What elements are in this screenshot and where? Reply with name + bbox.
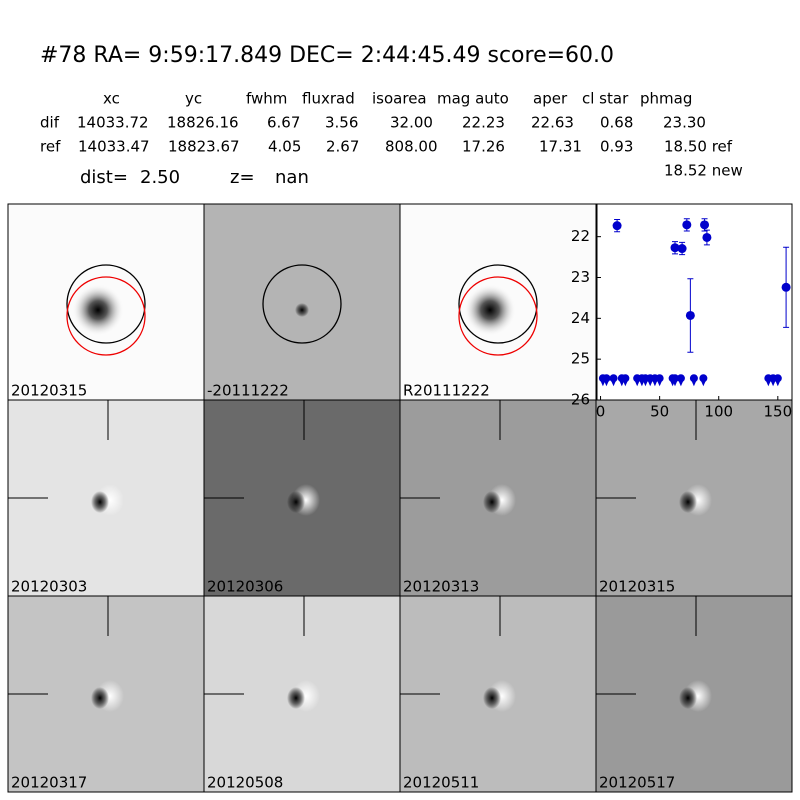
stamp-label: 20120313 <box>403 578 479 596</box>
z-label: z= <box>230 167 255 188</box>
source <box>91 687 109 709</box>
point <box>781 282 791 292</box>
stamp-label: 20120303 <box>11 578 87 596</box>
upper-limit-head <box>676 374 685 383</box>
x-tick-label: 150 <box>763 403 792 421</box>
column-header: mag auto <box>437 90 509 108</box>
stamp-label: 20120317 <box>11 774 87 792</box>
cell: 14033.72 <box>77 114 149 132</box>
cell: 18.50 ref <box>664 138 733 156</box>
cell: 6.67 <box>267 114 300 132</box>
dist-label: dist= <box>80 167 128 188</box>
cell: 0.93 <box>600 138 633 156</box>
source <box>287 491 305 513</box>
source <box>483 687 501 709</box>
column-header: fluxrad <box>302 90 355 108</box>
column-header: fwhm <box>246 90 287 108</box>
source <box>295 303 309 317</box>
upper-limit-head <box>689 374 698 383</box>
aperture-new <box>66 264 146 344</box>
upper-limit-head <box>699 374 708 383</box>
column-header: xc <box>103 90 120 108</box>
stamp-label: 20120508 <box>207 774 283 792</box>
point <box>682 220 692 230</box>
stamps: 20120315 -20111222 R20111222 20120303 201203… <box>7 203 793 793</box>
cell: 0.68 <box>600 114 633 132</box>
source <box>483 491 501 513</box>
stamp-label: 20120511 <box>403 774 479 792</box>
source <box>464 284 516 336</box>
cell: 22.23 <box>462 114 505 132</box>
row-label: dif <box>40 114 60 132</box>
cell: 23.30 <box>663 114 706 132</box>
column-header: yc <box>185 90 202 108</box>
y-tick-label: 26 <box>571 391 590 409</box>
x-tick-label: 50 <box>650 403 669 421</box>
stamp-image <box>203 203 401 401</box>
y-tick-label: 22 <box>571 227 590 245</box>
cell: 14033.47 <box>78 138 150 156</box>
cell: 808.00 <box>385 138 438 156</box>
upper-limit-head <box>671 374 679 383</box>
aperture-new <box>458 264 538 344</box>
aperture-ref <box>458 276 538 356</box>
upper-limit-head <box>621 374 630 383</box>
stamp-label: 20120315 <box>599 578 675 596</box>
row-label: ref <box>40 138 61 156</box>
plot-area <box>596 203 793 401</box>
aperture <box>262 264 342 344</box>
cell: 4.05 <box>268 138 301 156</box>
column-header: phmag <box>640 90 692 108</box>
point <box>702 232 712 242</box>
cell: 2.67 <box>326 138 359 156</box>
stamp-label: R20111222 <box>403 382 490 400</box>
y-tick-label: 24 <box>571 309 590 327</box>
z-value: nan <box>275 167 309 188</box>
cell: 3.56 <box>325 114 358 132</box>
source <box>91 491 109 513</box>
point <box>700 220 710 230</box>
title: #78 RA= 9:59:17.849 DEC= 2:44:45.49 scor… <box>40 43 614 68</box>
point <box>685 310 695 320</box>
aperture-ref <box>66 276 146 356</box>
source <box>287 687 305 709</box>
stamp-label: -20111222 <box>207 382 289 400</box>
source <box>679 491 697 513</box>
light-curve: 0 50 100 150 22 23 24 25 26 <box>571 203 793 421</box>
column-header: cl star <box>582 90 629 108</box>
source <box>679 687 697 709</box>
point <box>677 244 687 254</box>
cell: 18826.16 <box>167 114 239 132</box>
point <box>612 221 622 231</box>
upper-limit-head <box>609 374 618 383</box>
y-tick-label: 23 <box>571 268 590 286</box>
upper-limit-head <box>602 374 611 383</box>
point <box>670 243 680 253</box>
cell: 32.00 <box>390 114 433 132</box>
x-tick-label: 100 <box>704 403 733 421</box>
dist-value: 2.50 <box>140 167 180 188</box>
x-tick-label: 0 <box>596 403 606 421</box>
column-header: isoarea <box>372 90 427 108</box>
column-header: aper <box>533 90 568 108</box>
cell: 17.31 <box>539 138 582 156</box>
stamp-label: 20120517 <box>599 774 675 792</box>
stamp-label: 20120306 <box>207 578 283 596</box>
source <box>72 284 124 336</box>
cell: 22.63 <box>531 114 574 132</box>
cell: 17.26 <box>462 138 505 156</box>
phmag-note: 18.52 new <box>664 162 743 180</box>
cell: 18823.67 <box>168 138 240 156</box>
stats-table: xc yc fwhm fluxrad isoarea mag auto aper cl sta… <box>40 90 733 156</box>
stamp-label: 20120315 <box>11 382 87 400</box>
y-tick-label: 25 <box>571 350 590 368</box>
upper-limit-head <box>773 374 782 383</box>
upper-limit-head <box>655 374 664 383</box>
